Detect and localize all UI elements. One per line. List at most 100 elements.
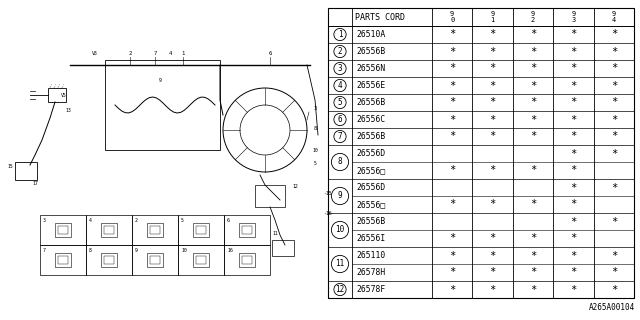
Bar <box>224 245 270 275</box>
Text: V5: V5 <box>61 93 67 98</box>
Bar <box>193 253 209 267</box>
Bar <box>58 226 68 234</box>
Text: *: * <box>449 251 455 260</box>
Text: *: * <box>611 63 617 74</box>
Text: 1: 1 <box>181 51 184 56</box>
Bar <box>86 215 132 245</box>
Text: *: * <box>570 98 577 108</box>
Text: 3: 3 <box>314 106 317 111</box>
Text: 10: 10 <box>181 248 187 253</box>
Text: 4: 4 <box>168 51 172 56</box>
Text: *: * <box>570 46 577 57</box>
Text: 16: 16 <box>227 248 233 253</box>
Text: 9: 9 <box>159 78 161 83</box>
Bar <box>328 8 634 298</box>
Text: 10: 10 <box>335 226 344 235</box>
Text: *: * <box>490 29 496 39</box>
Text: 4: 4 <box>89 218 92 223</box>
Text: 9
3: 9 3 <box>572 11 575 23</box>
Text: 26556D: 26556D <box>356 149 385 158</box>
Text: *: * <box>490 234 496 244</box>
Bar <box>239 253 255 267</box>
Text: *: * <box>611 268 617 277</box>
Text: *: * <box>611 182 617 193</box>
Bar <box>55 253 71 267</box>
Bar <box>104 256 114 264</box>
Text: *: * <box>530 284 536 294</box>
Text: 13: 13 <box>65 108 71 113</box>
Bar <box>132 245 178 275</box>
Text: *: * <box>490 132 496 141</box>
Bar <box>178 215 224 245</box>
Text: *: * <box>449 115 455 124</box>
Text: 26556□: 26556□ <box>356 200 385 209</box>
Bar <box>255 185 285 207</box>
Bar <box>104 226 114 234</box>
Text: *: * <box>530 251 536 260</box>
Text: 2: 2 <box>135 218 138 223</box>
Text: *: * <box>611 148 617 158</box>
Text: *: * <box>570 115 577 124</box>
Text: 7: 7 <box>43 248 46 253</box>
Text: 6: 6 <box>338 115 342 124</box>
Text: *: * <box>570 29 577 39</box>
Text: *: * <box>611 29 617 39</box>
Text: -15: -15 <box>323 191 332 196</box>
Text: 26578H: 26578H <box>356 268 385 277</box>
Text: 3: 3 <box>338 64 342 73</box>
Text: *: * <box>530 98 536 108</box>
Text: *: * <box>449 284 455 294</box>
Bar <box>15 162 37 180</box>
Text: 10: 10 <box>312 148 318 153</box>
Text: *: * <box>530 63 536 74</box>
Text: 5: 5 <box>181 218 184 223</box>
Text: 17: 17 <box>32 181 38 186</box>
Text: *: * <box>490 46 496 57</box>
Text: *: * <box>530 165 536 175</box>
Text: *: * <box>490 284 496 294</box>
Text: 26556E: 26556E <box>356 81 385 90</box>
Text: 9
0: 9 0 <box>450 11 454 23</box>
Text: 26578F: 26578F <box>356 285 385 294</box>
Text: 4: 4 <box>338 81 342 90</box>
Text: *: * <box>570 268 577 277</box>
Text: A265A00104: A265A00104 <box>589 303 635 312</box>
Text: 2: 2 <box>338 47 342 56</box>
Text: 9: 9 <box>338 191 342 201</box>
Bar <box>101 253 117 267</box>
Text: *: * <box>530 234 536 244</box>
Text: *: * <box>570 132 577 141</box>
Text: *: * <box>490 165 496 175</box>
Text: 15: 15 <box>7 164 13 169</box>
Text: *: * <box>611 98 617 108</box>
Text: *: * <box>449 29 455 39</box>
Text: 265110: 265110 <box>356 251 385 260</box>
Bar <box>40 245 86 275</box>
Text: *: * <box>611 132 617 141</box>
Text: 26510A: 26510A <box>356 30 385 39</box>
Text: 8: 8 <box>314 126 317 131</box>
Text: 26556D: 26556D <box>356 183 385 192</box>
Text: *: * <box>530 199 536 210</box>
Bar <box>242 256 252 264</box>
Text: 26556B: 26556B <box>356 98 385 107</box>
Text: *: * <box>611 251 617 260</box>
Text: 5: 5 <box>314 161 316 166</box>
Text: *: * <box>449 132 455 141</box>
Text: *: * <box>490 63 496 74</box>
Text: 26556B: 26556B <box>356 47 385 56</box>
Text: *: * <box>530 81 536 91</box>
Bar <box>40 215 86 245</box>
Text: *: * <box>611 115 617 124</box>
Text: *: * <box>530 268 536 277</box>
Text: 3: 3 <box>43 218 46 223</box>
Bar <box>86 245 132 275</box>
Text: *: * <box>449 98 455 108</box>
Text: *: * <box>449 46 455 57</box>
Bar <box>132 215 178 245</box>
Text: 7: 7 <box>154 51 157 56</box>
Text: *: * <box>530 29 536 39</box>
Text: *: * <box>570 217 577 227</box>
Bar <box>48 88 66 102</box>
Text: *: * <box>570 63 577 74</box>
